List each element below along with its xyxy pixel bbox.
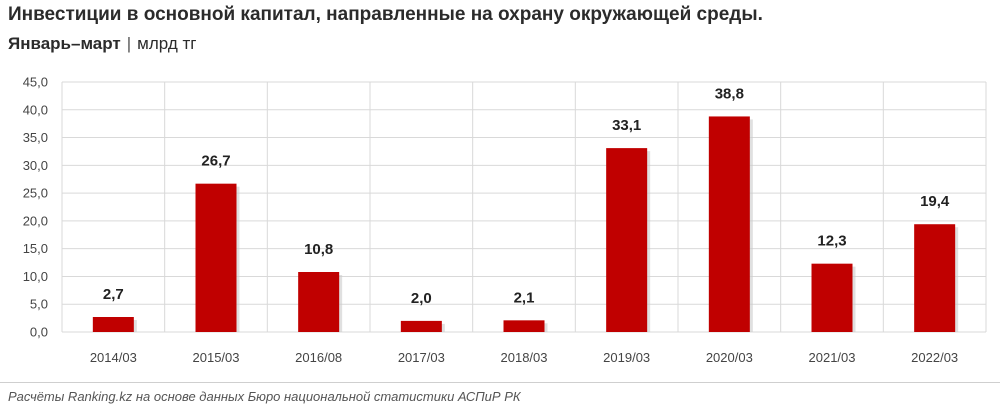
chart-subtitle: Январь–март | млрд тг (8, 34, 196, 54)
source-note: Расчёты Ranking.kz на основе данных Бюро… (8, 389, 521, 404)
unit-label: млрд тг (137, 34, 197, 53)
data-label: 2,1 (514, 289, 535, 306)
y-tick-label: 35,0 (23, 130, 48, 145)
bar (195, 183, 237, 332)
y-tick-label: 25,0 (23, 186, 48, 201)
y-tick-label: 45,0 (23, 75, 48, 90)
x-tick-label: 2014/03 (90, 350, 137, 365)
data-label: 38,8 (715, 85, 744, 102)
data-label: 19,4 (920, 193, 950, 210)
data-label: 26,7 (201, 153, 230, 170)
y-tick-label: 15,0 (23, 241, 48, 256)
x-tick-label: 2020/03 (706, 350, 753, 365)
x-tick-label: 2015/03 (193, 350, 240, 365)
footer-divider (0, 382, 1000, 383)
data-label: 2,0 (411, 290, 432, 307)
x-tick-label: 2019/03 (603, 350, 650, 365)
x-tick-label: 2022/03 (911, 350, 958, 365)
bar (400, 320, 442, 332)
x-tick-label: 2018/03 (501, 350, 548, 365)
subtitle-separator: | (126, 34, 132, 53)
bar (811, 263, 853, 332)
bar-chart: 0,0 5,0 10,0 15,0 20,0 25,0 30,0 35,0 40,0 45,0 2,… (23, 75, 987, 365)
bar (606, 148, 648, 332)
bar (503, 320, 545, 332)
x-tick-label: 2017/03 (398, 350, 445, 365)
chart-title: Инвестиции в основной капитал, направлен… (8, 4, 763, 25)
bar (92, 317, 134, 332)
y-tick-label: 30,0 (23, 158, 48, 173)
data-label: 12,3 (817, 233, 846, 250)
y-tick-label: 20,0 (23, 213, 48, 228)
bar (708, 116, 750, 332)
bar (298, 272, 340, 332)
y-tick-label: 40,0 (23, 102, 48, 117)
y-tick-label: 5,0 (30, 297, 48, 312)
data-label: 10,8 (304, 241, 333, 258)
period-label: Январь–март (8, 34, 121, 53)
x-tick-label: 2016/08 (295, 350, 342, 365)
y-tick-label: 0,0 (30, 325, 48, 340)
data-label: 2,7 (103, 286, 124, 303)
bar (914, 224, 956, 332)
x-tick-label: 2021/03 (809, 350, 856, 365)
data-label: 33,1 (612, 117, 641, 134)
y-tick-label: 10,0 (23, 269, 48, 284)
